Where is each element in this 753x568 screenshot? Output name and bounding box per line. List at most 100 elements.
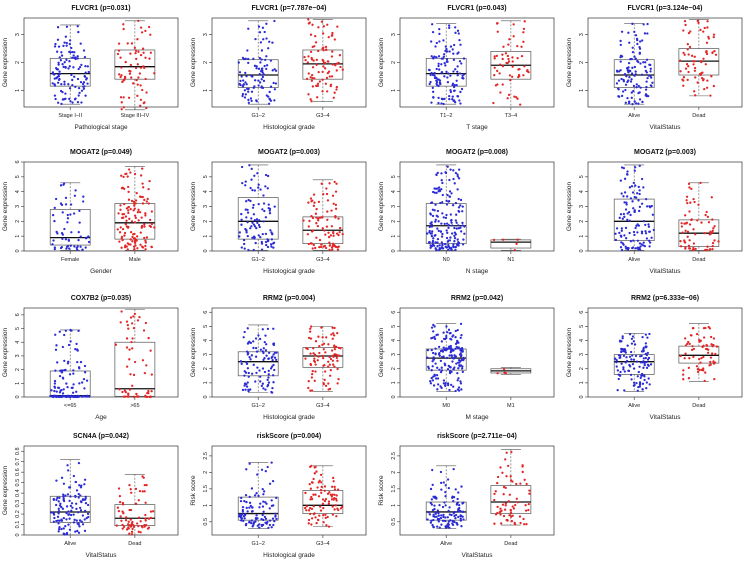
box-whisker — [248, 462, 269, 529]
data-point — [314, 212, 318, 215]
data-point — [333, 348, 337, 351]
data-point — [625, 172, 629, 176]
data-point — [518, 75, 521, 78]
data-point — [643, 244, 647, 248]
data-point — [83, 85, 86, 88]
data-point — [503, 508, 507, 511]
data-point — [429, 382, 433, 385]
data-point — [457, 377, 460, 380]
data-point — [327, 502, 331, 505]
data-point — [330, 209, 333, 212]
data-point — [703, 26, 706, 30]
data-point — [453, 237, 457, 240]
data-point — [121, 503, 125, 506]
y-tick-label: 0.5 — [391, 518, 397, 526]
data-point — [240, 218, 243, 221]
data-point — [692, 228, 695, 231]
data-point — [623, 215, 626, 218]
data-point — [253, 219, 257, 222]
data-point — [127, 523, 130, 526]
data-point — [65, 44, 68, 47]
data-point — [333, 508, 336, 511]
data-point — [324, 233, 327, 236]
data-point — [138, 210, 142, 214]
data-point — [627, 369, 630, 372]
data-point — [334, 353, 337, 356]
data-point — [248, 495, 251, 498]
data-point — [686, 235, 689, 238]
data-point — [641, 382, 645, 385]
data-point — [260, 78, 263, 81]
data-point — [59, 389, 62, 392]
data-point — [628, 41, 631, 44]
data-point — [69, 213, 72, 216]
data-point — [434, 218, 437, 221]
data-point — [57, 522, 60, 525]
data-point — [649, 241, 652, 244]
data-point — [86, 65, 89, 68]
data-point — [459, 204, 462, 207]
y-axis-label: Gene expression — [566, 328, 573, 378]
data-point — [634, 184, 637, 187]
data-point — [451, 495, 454, 498]
data-point — [76, 349, 79, 352]
data-point — [432, 244, 436, 247]
data-point — [127, 520, 130, 523]
data-point — [442, 379, 446, 382]
data-point — [50, 389, 53, 392]
data-point — [435, 191, 438, 195]
data-point — [438, 27, 441, 31]
data-point — [522, 31, 525, 34]
data-point — [443, 61, 446, 65]
data-point — [628, 363, 631, 367]
data-point — [454, 517, 457, 520]
data-point — [246, 342, 250, 345]
data-point — [504, 52, 508, 55]
data-point — [143, 223, 146, 226]
data-point — [509, 475, 512, 478]
y-tick-label: 1 — [15, 235, 21, 238]
data-point — [461, 224, 464, 227]
data-point — [457, 177, 461, 180]
data-point — [447, 364, 450, 368]
data-point — [143, 483, 146, 487]
data-point — [252, 86, 255, 89]
data-point — [433, 335, 436, 339]
data-point — [245, 500, 248, 504]
data-point — [330, 55, 334, 58]
data-point — [632, 230, 636, 234]
data-point — [452, 89, 456, 93]
data-point — [137, 76, 140, 79]
data-point — [324, 384, 328, 387]
data-point — [431, 365, 434, 368]
data-point — [434, 347, 437, 350]
data-point — [496, 372, 499, 375]
data-point — [635, 224, 638, 227]
data-points — [427, 23, 466, 106]
y-axis-label: Gene expression — [378, 182, 385, 232]
data-point — [644, 345, 647, 348]
data-point — [321, 502, 325, 505]
data-point — [626, 218, 629, 221]
data-point — [134, 216, 137, 219]
box-whisker — [124, 473, 145, 536]
data-point — [126, 175, 129, 178]
data-point — [251, 206, 255, 209]
data-point — [144, 77, 147, 81]
data-point — [641, 361, 644, 364]
data-point — [148, 179, 151, 183]
data-point — [139, 531, 142, 534]
data-point — [637, 385, 640, 389]
data-point — [273, 205, 276, 208]
data-point — [58, 519, 61, 522]
data-point — [83, 364, 87, 368]
data-point — [643, 65, 647, 68]
data-point — [151, 510, 155, 513]
y-tick-label: 2.5 — [391, 452, 397, 460]
data-point — [76, 529, 79, 533]
data-point — [462, 518, 465, 521]
x-axis-label: Histological grade — [263, 124, 315, 131]
